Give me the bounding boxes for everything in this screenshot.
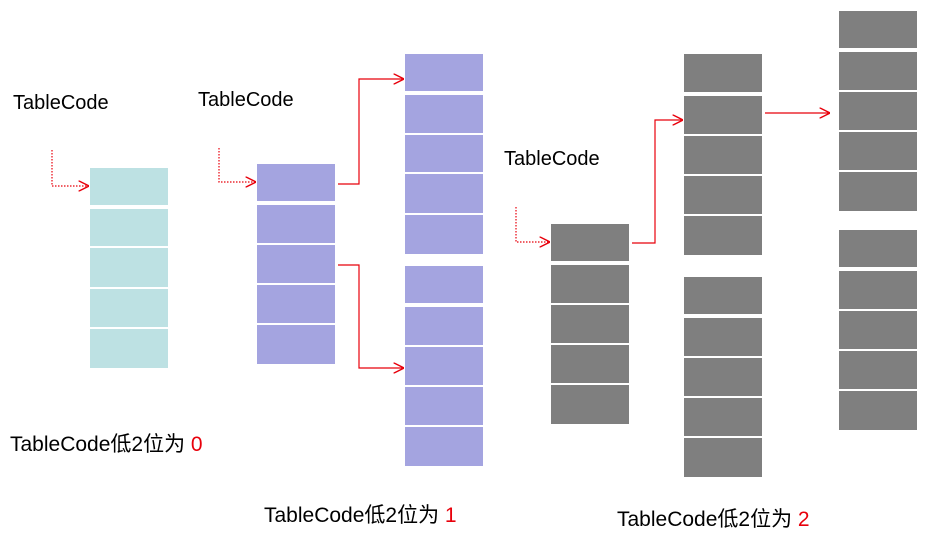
caption-level2-number: 2 bbox=[797, 508, 810, 531]
caption-level0: TableCode低2位为 0 bbox=[10, 432, 203, 458]
level2-leaf-table-b-entry-2 bbox=[839, 271, 917, 309]
level1-top-table-entry-5 bbox=[257, 325, 335, 364]
level2-mid-table-a bbox=[684, 54, 762, 255]
level2-leaf-table-a-entry-1 bbox=[839, 11, 917, 48]
level1-top-table bbox=[257, 164, 335, 364]
level2-leaf-table-a-entry-4 bbox=[839, 132, 917, 170]
tablecode-label-level1: TableCode bbox=[198, 89, 294, 111]
level2-top-table-entry-4 bbox=[551, 345, 629, 383]
level1-leaf-table-a-entry-4 bbox=[405, 174, 483, 213]
level2-leaf-table-b bbox=[839, 230, 917, 430]
level2-mid-table-a-entry-4 bbox=[684, 176, 762, 214]
level0-table bbox=[90, 168, 168, 368]
level1-leaf-table-b-entry-1 bbox=[405, 266, 483, 303]
level2-leaf-table-a-entry-2 bbox=[839, 52, 917, 90]
level1-leaf-table-b-entry-5 bbox=[405, 427, 483, 466]
level2-leaf-table-b-entry-4 bbox=[839, 351, 917, 389]
level1-leaf-table-b-entry-4 bbox=[405, 387, 483, 425]
level2-mid-table-a-entry-1 bbox=[684, 54, 762, 92]
pointer-arrows bbox=[51, 79, 829, 368]
level1-leaf-table-a bbox=[405, 54, 483, 254]
arrow-level2-entry1-to-mid-a bbox=[632, 120, 682, 244]
level2-leaf-table-b-entry-3 bbox=[839, 311, 917, 349]
arrow-level1-entry1-to-leaf-a bbox=[338, 79, 403, 185]
level2-leaf-table-b-entry-1 bbox=[839, 230, 917, 267]
level2-leaf-table-a bbox=[839, 11, 917, 211]
level1-top-table-entry-4 bbox=[257, 285, 335, 323]
level1-top-table-entry-2 bbox=[257, 205, 335, 243]
level1-leaf-table-b-entry-2 bbox=[405, 307, 483, 345]
table-blocks bbox=[90, 11, 917, 477]
level2-mid-table-a-entry-3 bbox=[684, 136, 762, 174]
level0-table-entry-4 bbox=[90, 289, 168, 327]
caption-level2: TableCode低2位为 2 bbox=[617, 507, 810, 533]
caption-level1-number: 1 bbox=[444, 504, 457, 527]
caption-level2-text: TableCode低2位为 bbox=[617, 508, 798, 531]
level2-mid-table-b-entry-4 bbox=[684, 398, 762, 436]
arrow-tablecode-to-level0 bbox=[51, 150, 88, 186]
tablecode-label-level2: TableCode bbox=[504, 148, 600, 170]
level2-mid-table-b bbox=[684, 277, 762, 477]
level1-leaf-table-a-entry-3 bbox=[405, 135, 483, 172]
level2-leaf-table-a-entry-3 bbox=[839, 92, 917, 130]
tablecode-label-level0: TableCode bbox=[13, 92, 109, 114]
level2-mid-table-b-entry-3 bbox=[684, 358, 762, 396]
level1-leaf-table-a-entry-5 bbox=[405, 215, 483, 254]
level0-table-entry-2 bbox=[90, 209, 168, 246]
level2-mid-table-b-entry-5 bbox=[684, 438, 762, 477]
arrow-tablecode-to-level2 bbox=[515, 207, 549, 242]
level2-top-table-entry-1 bbox=[551, 224, 629, 261]
level0-table-entry-5 bbox=[90, 329, 168, 368]
level2-top-table-entry-5 bbox=[551, 385, 629, 424]
level0-table-entry-3 bbox=[90, 248, 168, 287]
level2-top-table bbox=[551, 224, 629, 424]
caption-level0-number: 0 bbox=[190, 433, 203, 456]
level2-mid-table-a-entry-5 bbox=[684, 216, 762, 255]
level2-mid-table-b-entry-1 bbox=[684, 277, 762, 314]
arrow-level1-entry3-to-leaf-b bbox=[338, 264, 403, 368]
caption-level1: TableCode低2位为 1 bbox=[264, 503, 457, 529]
caption-level0-text: TableCode低2位为 bbox=[10, 433, 191, 456]
level1-top-table-entry-3 bbox=[257, 245, 335, 283]
level1-top-table-entry-1 bbox=[257, 164, 335, 201]
level2-mid-table-b-entry-2 bbox=[684, 318, 762, 356]
level2-top-table-entry-2 bbox=[551, 265, 629, 303]
level1-leaf-table-b bbox=[405, 266, 483, 466]
level2-leaf-table-b-entry-5 bbox=[839, 391, 917, 430]
level1-leaf-table-a-entry-2 bbox=[405, 95, 483, 133]
level1-leaf-table-b-entry-3 bbox=[405, 347, 483, 385]
level1-leaf-table-a-entry-1 bbox=[405, 54, 483, 91]
caption-level1-text: TableCode低2位为 bbox=[264, 504, 445, 527]
level2-mid-table-a-entry-2 bbox=[684, 96, 762, 134]
arrow-tablecode-to-level1 bbox=[218, 148, 255, 182]
level2-leaf-table-a-entry-5 bbox=[839, 172, 917, 211]
level2-top-table-entry-3 bbox=[551, 305, 629, 343]
level0-table-entry-1 bbox=[90, 168, 168, 205]
